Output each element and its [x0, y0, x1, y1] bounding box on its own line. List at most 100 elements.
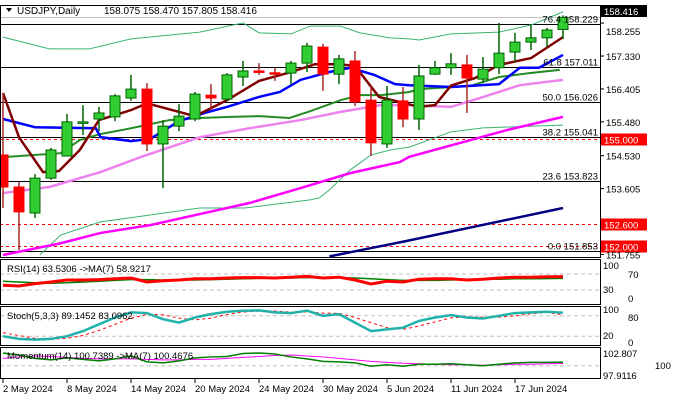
date-label: 8 May 2024 [67, 384, 117, 395]
date-label: 20 May 2024 [195, 384, 250, 395]
candle [237, 60, 249, 86]
candle-body [365, 99, 377, 144]
panel-axis-label: 100 [603, 261, 619, 272]
panel-axis-label: 0 [628, 338, 633, 349]
fibonacci-label: 76.4 158.229 [543, 15, 598, 26]
fibonacci-label: 38.2 155.041 [543, 128, 598, 139]
candle [413, 64, 425, 131]
panel-axis-label: 97.9116 [603, 371, 637, 382]
candle [541, 27, 553, 48]
price-label: 154.530 [606, 152, 640, 163]
candle-body [461, 64, 473, 79]
candle [445, 53, 457, 75]
current-price-tag [601, 5, 647, 17]
candle-body [173, 115, 185, 127]
rsi-panel[interactable] [0, 259, 601, 305]
rsi-line [2, 274, 564, 288]
overlay-line-ma_navy [329, 206, 564, 257]
panel-axis-label: 102.807 [603, 349, 637, 360]
candle-body [397, 100, 409, 120]
candle-body [61, 121, 73, 157]
candle-body [445, 63, 457, 69]
candle-body [413, 75, 425, 120]
stoch-panel[interactable] [0, 306, 601, 346]
candle [45, 147, 57, 180]
momentum-panel[interactable] [0, 347, 601, 379]
candle [317, 43, 329, 91]
date-label: 17 Jun 2024 [515, 384, 567, 395]
candle-body [45, 149, 57, 179]
ohlc-readout: 158.075 158.470 157.805 158.416 [104, 6, 257, 17]
price-label: 157.330 [606, 52, 640, 63]
candle [557, 15, 569, 40]
candle [93, 106, 105, 132]
level-tag-text: 155.000 [604, 136, 638, 147]
price-label: 153.605 [606, 185, 640, 196]
candle [333, 54, 345, 85]
candle-body [205, 94, 217, 99]
level-tag-text: 152.000 [604, 243, 638, 254]
current-price-text: 158.416 [604, 7, 638, 18]
candle-body [157, 125, 169, 145]
candle-body [509, 41, 521, 53]
fibonacci-label: 0.0 151.853 [548, 242, 598, 253]
triangle-down-icon[interactable] [6, 8, 12, 12]
fibonacci-label: 50.0 156.026 [543, 93, 598, 104]
candle [365, 85, 377, 157]
overlay-line-ma_violet [2, 78, 564, 195]
level-tag [601, 133, 647, 146]
candle-body [77, 121, 89, 124]
candle-body [189, 93, 201, 120]
panel-axis-label: 80 [628, 313, 639, 324]
fibonacci-label: 61.8 157.011 [543, 58, 598, 69]
level-tag [601, 240, 647, 253]
candle [13, 182, 25, 251]
panel-axis-label: 20 [603, 331, 614, 342]
panel-axis-label: 100 [655, 361, 671, 372]
price-label: 156.405 [606, 85, 640, 96]
price-label: 155.480 [606, 118, 640, 129]
candle [477, 57, 489, 84]
price-label: 158.255 [606, 27, 640, 38]
candle [525, 25, 537, 50]
candle-body [429, 67, 441, 75]
candle-body [333, 58, 345, 75]
candle [189, 91, 201, 122]
candle-body [557, 16, 569, 30]
panel-axis-label: 30 [603, 285, 614, 296]
overlay-line-ma_blue [2, 53, 564, 143]
candle [381, 85, 393, 148]
candle [77, 105, 89, 136]
candle [221, 73, 233, 102]
date-label: 5 Jun 2024 [387, 384, 434, 395]
candle [173, 104, 185, 132]
candle [429, 60, 441, 75]
overlay-line-bollinger [2, 11, 564, 50]
level-tag-text: 152.600 [604, 221, 638, 232]
candle [1, 93, 9, 209]
candle [61, 114, 73, 157]
candle [253, 63, 265, 75]
candle [285, 60, 297, 85]
candle-body [301, 45, 313, 64]
candle [125, 74, 137, 101]
candle [157, 120, 169, 189]
candle [493, 22, 505, 75]
candle-body [93, 112, 105, 120]
stoch-label: Stoch(5,3,3) 89.1452 83.0962 [7, 311, 133, 322]
date-label: 14 May 2024 [131, 384, 186, 395]
stoch-main-line [2, 309, 564, 341]
symbol-timeframe: USDJPY,Daily [17, 6, 80, 17]
fibonacci-label: 23.6 153.823 [543, 172, 598, 183]
candle-body [221, 74, 233, 100]
overlay-line-bollinger [39, 124, 564, 256]
date-label: 24 May 2024 [259, 384, 314, 395]
momentum-label: Momentum(14) 100.7389 ->MA(7) 100.4676 [7, 351, 193, 362]
candle [349, 51, 361, 107]
candle-body [253, 70, 265, 73]
candle-body [237, 70, 249, 78]
panel-axis-label: 0 [628, 294, 633, 305]
candle-body [525, 37, 537, 43]
candle [461, 54, 473, 113]
